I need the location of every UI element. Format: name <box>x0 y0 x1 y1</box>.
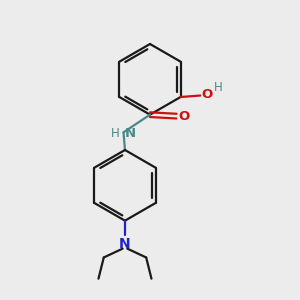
Text: H: H <box>214 81 223 94</box>
Text: H: H <box>111 127 120 140</box>
Text: N: N <box>125 127 136 140</box>
Text: N: N <box>119 237 131 251</box>
Text: O: O <box>201 88 212 101</box>
Text: O: O <box>179 110 190 123</box>
